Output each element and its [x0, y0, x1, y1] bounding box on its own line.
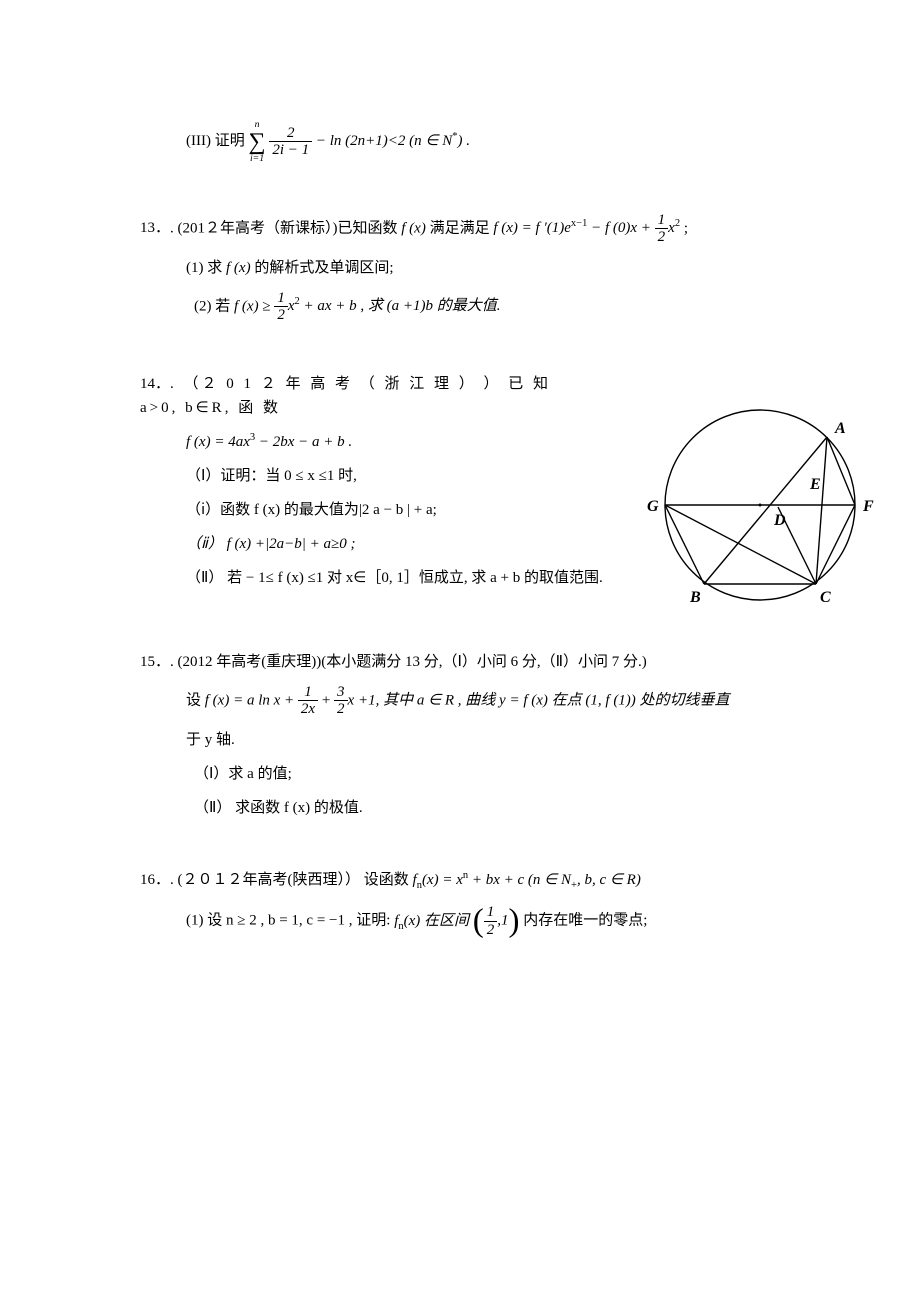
- diagram-label-B: B: [689, 589, 701, 606]
- q15-p1: （Ⅰ）求 a 的值;: [140, 762, 780, 786]
- question-16: 16．. (２０１２年高考(陕西理）） 设函数 fn(x) = xn + bx …: [140, 868, 780, 939]
- summation: n ∑ i=1: [248, 120, 265, 164]
- q15-line3: 于 y 轴.: [140, 728, 780, 752]
- q16-stem: 16．. (２０１２年高考(陕西理）） 设函数 fn(x) = xn + bx …: [140, 868, 780, 895]
- q14-p1: （Ⅰ）证明：当 0 ≤ x ≤1 时,: [140, 464, 560, 488]
- q13-part2: (2) 若 f (x) ≥ 12x2 + ax + b , 求 (a +1)b …: [140, 290, 780, 324]
- diagram-label-F: F: [862, 498, 874, 515]
- q16-number: 16．: [140, 868, 170, 892]
- fraction: 2 2i − 1: [269, 125, 312, 159]
- diagram-label-G: G: [647, 498, 659, 515]
- diagram-label-D: D: [773, 512, 786, 529]
- q13-number: 13．: [140, 216, 170, 240]
- question-15: 15．. (2012 年高考(重庆理))(本小题满分 13 分,（Ⅰ）小问 6 …: [140, 650, 780, 820]
- q13-part1: (1) 求 f (x) 的解析式及单调区间;: [140, 256, 780, 280]
- q14-p1i: （ⅰ）函数 f (x) 的最大值为|2 a − b | + a;: [140, 498, 560, 522]
- diagram-label-E: E: [809, 476, 821, 493]
- q13-stem: 13．. (201２年高考（新课标）)已知函数 f (x) 满足满足 f (x)…: [140, 212, 780, 246]
- q14-eq: f (x) = 4ax3 − 2bx − a + b .: [140, 430, 560, 454]
- part3: (III) 证明 n ∑ i=1 2 2i − 1 − ln (2n+1)<2 …: [140, 120, 780, 164]
- part3-label: (III) 证明: [186, 133, 245, 149]
- diagram-label-C: C: [820, 589, 831, 606]
- diagram-label-A: A: [834, 420, 846, 437]
- right-paren-icon: ): [509, 903, 520, 939]
- question-continuation: (III) 证明 n ∑ i=1 2 2i − 1 − ln (2n+1)<2 …: [140, 120, 780, 164]
- q15-p2: （Ⅱ） 求函数 f (x) 的极值.: [140, 796, 780, 820]
- geometry-diagram: A B C D E F G: [630, 395, 890, 625]
- left-paren-icon: (: [473, 903, 484, 939]
- q15-number: 15．: [140, 650, 170, 674]
- tail-expr: − ln (2n+1)<2 (n ∈ N*) .: [316, 133, 470, 149]
- q16-p1: (1) 设 n ≥ 2 , b = 1, c = −1 , 证明: fn(x) …: [140, 904, 780, 938]
- q14-stem: 14．. （２ 0 1 ２ 年 高 考 （ 浙 江 理 ） ） 已 知 a>0,…: [140, 372, 560, 420]
- question-13: 13．. (201２年高考（新课标）)已知函数 f (x) 满足满足 f (x)…: [140, 212, 780, 324]
- q14-number: 14．: [140, 372, 170, 396]
- q15-stem: 15．. (2012 年高考(重庆理))(本小题满分 13 分,（Ⅰ）小问 6 …: [140, 650, 780, 674]
- q15-line2: 设 f (x) = a ln x + 12x + 32x +1, 其中 a ∈ …: [140, 684, 780, 718]
